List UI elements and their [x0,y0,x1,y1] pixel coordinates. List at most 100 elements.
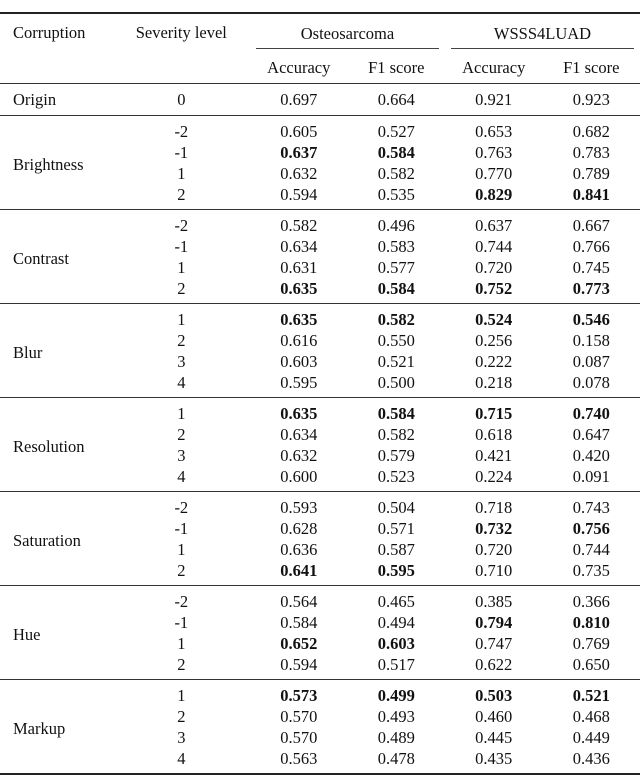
value-cell: 0.622 [445,654,543,680]
value-cell: 0.550 [348,330,445,351]
value-cell: 0.222 [445,351,543,372]
value-cell: 0.747 [445,633,543,654]
value-cell: 0.579 [348,445,445,466]
value-cell: 0.582 [348,424,445,445]
severity-level: 3 [113,351,250,372]
severity-level: 1 [113,304,250,331]
value-cell: 0.635 [250,398,348,425]
results-table: Corruption Severity level Osteosarcoma W… [0,12,640,775]
value-cell: 0.435 [445,748,543,774]
value-cell: 0.616 [250,330,348,351]
value-cell: 0.584 [348,278,445,304]
severity-level: 0 [113,84,250,116]
severity-level: 3 [113,727,250,748]
value-cell: 0.563 [250,748,348,774]
severity-level: 1 [113,680,250,707]
severity-level: 1 [113,633,250,654]
value-cell: 0.743 [543,492,640,519]
header-severity: Severity level [113,13,250,52]
value-cell: 0.584 [250,612,348,633]
value-cell: 0.653 [445,116,543,143]
value-cell: 0.618 [445,424,543,445]
value-cell: 0.789 [543,163,640,184]
corruption-name: Blur [0,304,113,398]
value-cell: 0.420 [543,445,640,466]
value-cell: 0.637 [250,142,348,163]
severity-level: 2 [113,184,250,210]
value-cell: 0.720 [445,257,543,278]
header-dataset-wsss4luad: WSSS4LUAD [445,13,640,52]
value-cell: 0.641 [250,560,348,586]
severity-level: 2 [113,278,250,304]
value-cell: 0.667 [543,210,640,237]
value-cell: 0.449 [543,727,640,748]
value-cell: 0.744 [543,539,640,560]
value-cell: 0.923 [543,84,640,116]
value-cell: 0.735 [543,560,640,586]
value-cell: 0.468 [543,706,640,727]
value-cell: 0.794 [445,612,543,633]
header-corruption: Corruption [0,13,113,52]
value-cell: 0.524 [445,304,543,331]
value-cell: 0.652 [250,633,348,654]
severity-level: 4 [113,748,250,774]
corruption-name: Brightness [0,116,113,210]
value-cell: 0.577 [348,257,445,278]
value-cell: 0.583 [348,236,445,257]
corruption-name: Saturation [0,492,113,586]
value-cell: 0.571 [348,518,445,539]
value-cell: 0.445 [445,727,543,748]
value-cell: 0.921 [445,84,543,116]
value-cell: 0.582 [250,210,348,237]
value-cell: 0.637 [445,210,543,237]
severity-level: 1 [113,539,250,560]
value-cell: 0.523 [348,466,445,492]
value-cell: 0.499 [348,680,445,707]
table-row-origin: Origin 0 0.697 0.664 0.921 0.923 [0,84,640,116]
value-cell: 0.634 [250,424,348,445]
value-cell: 0.521 [543,680,640,707]
value-cell: 0.521 [348,351,445,372]
value-cell: 0.720 [445,539,543,560]
value-cell: 0.496 [348,210,445,237]
value-cell: 0.224 [445,466,543,492]
severity-level: -1 [113,236,250,257]
value-cell: 0.570 [250,727,348,748]
value-cell: 0.421 [445,445,543,466]
value-cell: 0.628 [250,518,348,539]
value-cell: 0.489 [348,727,445,748]
value-cell: 0.766 [543,236,640,257]
value-cell: 0.664 [348,84,445,116]
value-cell: 0.436 [543,748,640,774]
value-cell: 0.573 [250,680,348,707]
severity-level: 4 [113,372,250,398]
header-metric: Accuracy [250,52,348,84]
severity-level: -1 [113,612,250,633]
value-cell: 0.564 [250,586,348,613]
value-cell: 0.465 [348,586,445,613]
value-cell: 0.595 [250,372,348,398]
header-dataset-osteosarcoma: Osteosarcoma [250,13,445,52]
corruption-name: Hue [0,586,113,680]
value-cell: 0.605 [250,116,348,143]
value-cell: 0.078 [543,372,640,398]
value-cell: 0.595 [348,560,445,586]
value-cell: 0.631 [250,257,348,278]
value-cell: 0.593 [250,492,348,519]
value-cell: 0.650 [543,654,640,680]
value-cell: 0.460 [445,706,543,727]
severity-level: -2 [113,210,250,237]
value-cell: 0.493 [348,706,445,727]
severity-level: 2 [113,424,250,445]
value-cell: 0.769 [543,633,640,654]
value-cell: 0.494 [348,612,445,633]
value-cell: 0.810 [543,612,640,633]
value-cell: 0.500 [348,372,445,398]
value-cell: 0.504 [348,492,445,519]
value-cell: 0.366 [543,586,640,613]
value-cell: 0.763 [445,142,543,163]
